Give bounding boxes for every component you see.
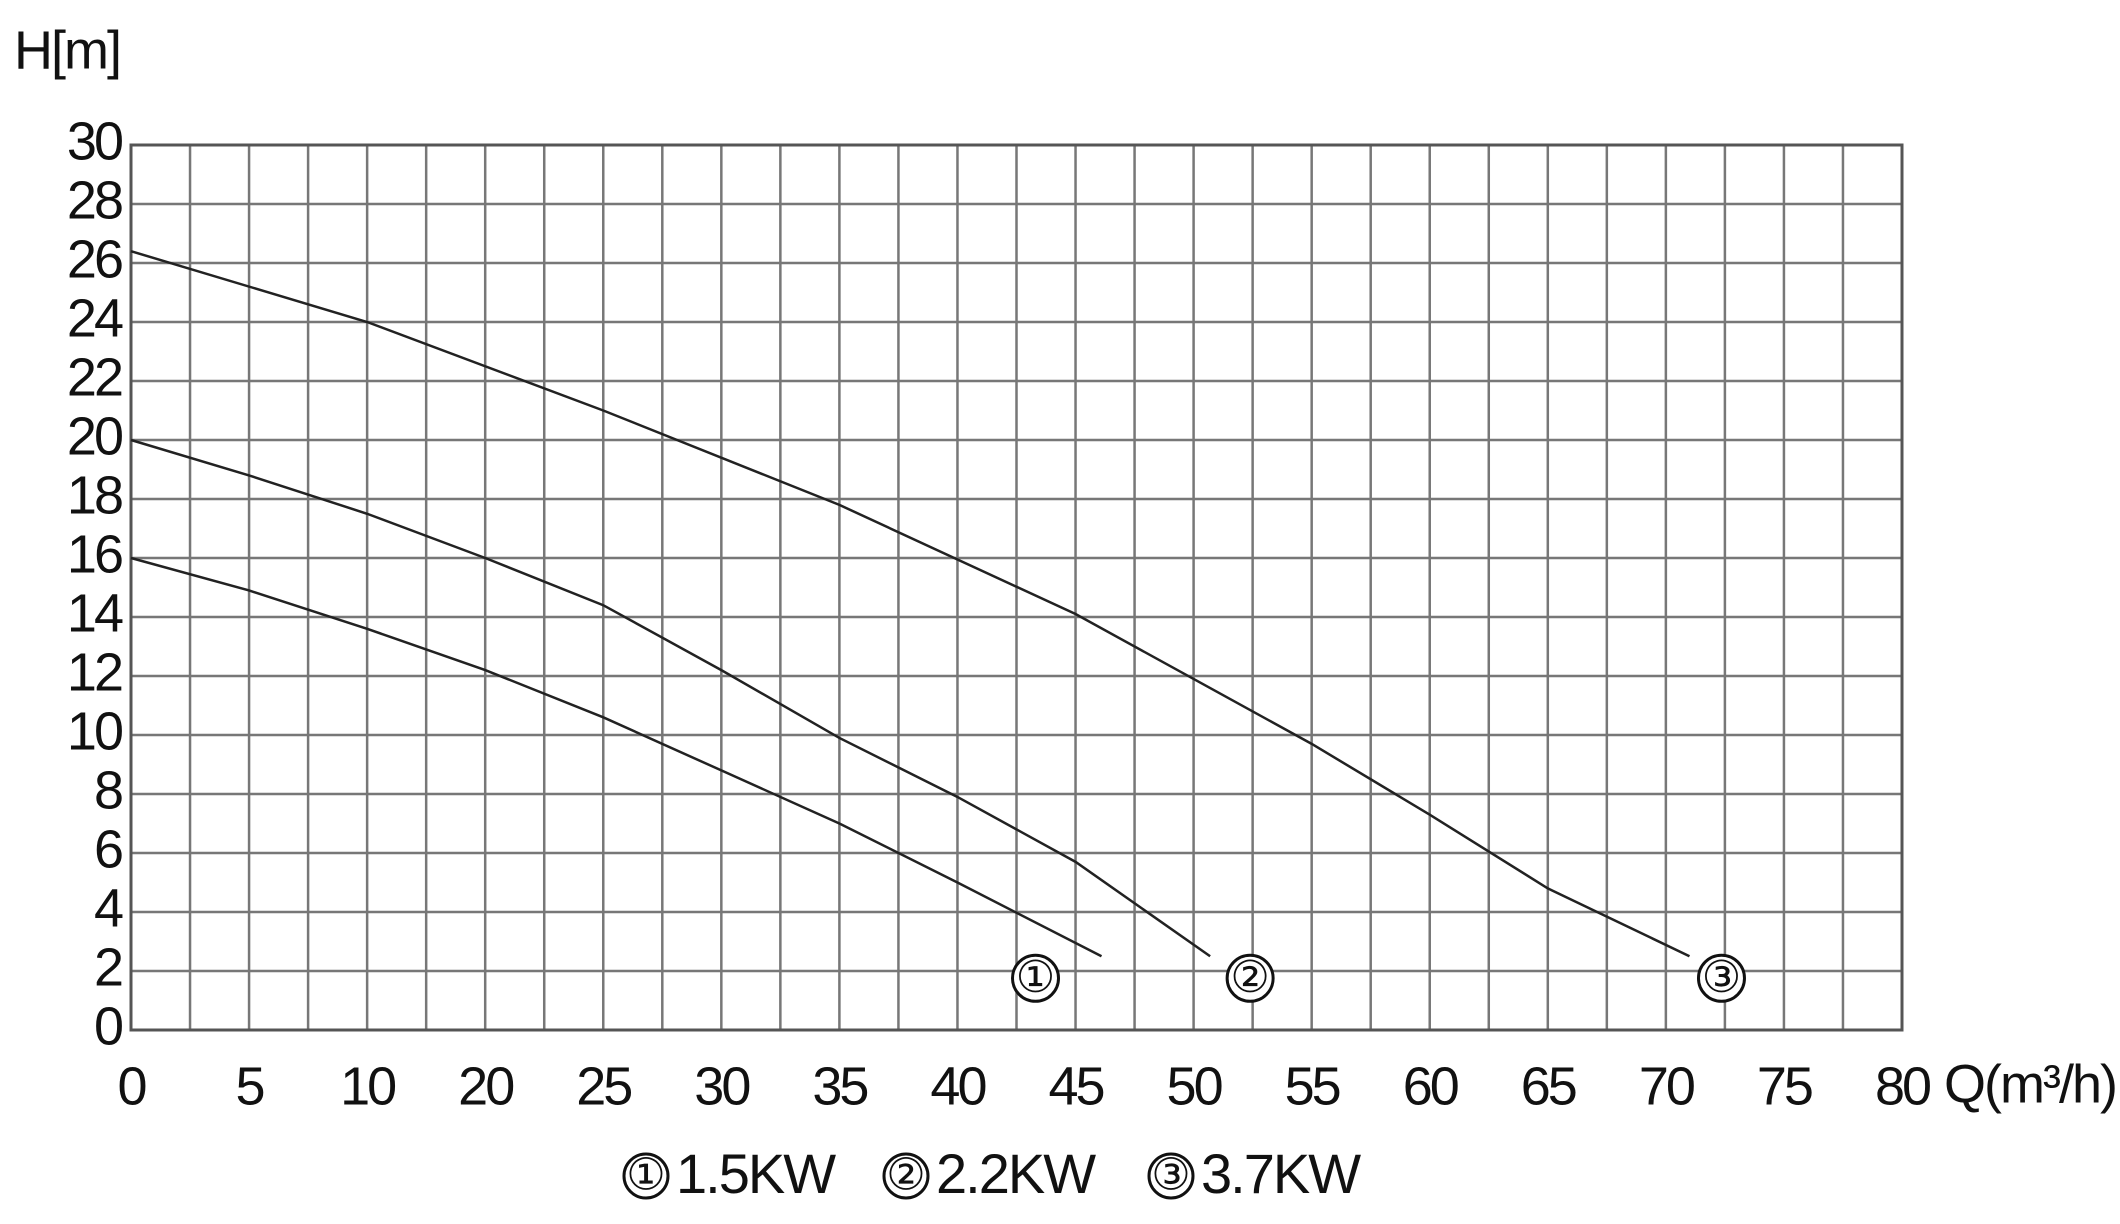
x-axis-title: Q(m³/h) bbox=[1944, 1054, 2116, 1114]
curve-label: ③ bbox=[1702, 953, 1741, 1002]
x-tick-label: 50 bbox=[1167, 1056, 1222, 1116]
legend-label: 1.5KW bbox=[676, 1142, 836, 1205]
legend-marker bbox=[622, 1152, 670, 1200]
y-tick-label: 22 bbox=[67, 347, 122, 407]
x-tick-label: 30 bbox=[694, 1056, 749, 1116]
y-tick-label: 26 bbox=[67, 229, 122, 289]
y-tick-label: 24 bbox=[67, 288, 123, 348]
x-tick-label: 65 bbox=[1521, 1056, 1576, 1116]
y-tick-label: 18 bbox=[67, 465, 122, 525]
y-tick-label: 8 bbox=[94, 760, 122, 820]
plot-frame bbox=[129, 143, 1904, 1032]
x-tick-label: 55 bbox=[1285, 1056, 1340, 1116]
curve bbox=[130, 556, 1103, 958]
x-tick-label: 45 bbox=[1048, 1056, 1103, 1116]
legend-symbol: ① bbox=[626, 1151, 665, 1200]
x-tick-label: 70 bbox=[1639, 1056, 1694, 1116]
y-tick-label: 14 bbox=[67, 583, 123, 643]
curve-label: ① bbox=[1016, 953, 1055, 1002]
x-tick-label: 40 bbox=[930, 1056, 985, 1116]
y-tick-label: 20 bbox=[67, 406, 122, 466]
legend-marker bbox=[1147, 1152, 1195, 1200]
curve bbox=[130, 438, 1211, 958]
x-tick-label: 35 bbox=[812, 1056, 867, 1116]
x-tick-label: 20 bbox=[458, 1056, 513, 1116]
curve bbox=[130, 250, 1691, 958]
y-tick-label: 0 bbox=[94, 996, 122, 1056]
y-tick-label: 28 bbox=[67, 170, 122, 230]
y-tick-label: 10 bbox=[67, 701, 122, 761]
curve-marker bbox=[1011, 953, 1061, 1003]
x-tick-label: 10 bbox=[340, 1056, 395, 1116]
y-tick-label: 2 bbox=[94, 937, 122, 997]
legend-symbol: ③ bbox=[1151, 1151, 1190, 1200]
x-tick-label: 5 bbox=[236, 1056, 264, 1116]
legend-symbol: ② bbox=[886, 1151, 925, 1200]
y-tick-label: 16 bbox=[67, 524, 122, 584]
curve-marker bbox=[1696, 953, 1746, 1003]
y-tick-label: 4 bbox=[94, 878, 123, 938]
curve-marker bbox=[1225, 953, 1275, 1003]
x-tick-label: 75 bbox=[1757, 1056, 1812, 1116]
legend-label: 2.2KW bbox=[936, 1142, 1096, 1205]
x-tick-label: 0 bbox=[117, 1056, 145, 1116]
x-tick-label: 60 bbox=[1403, 1056, 1458, 1116]
x-tick-label: 25 bbox=[576, 1056, 631, 1116]
y-tick-label: 12 bbox=[67, 642, 122, 702]
y-tick-label: 6 bbox=[94, 819, 122, 879]
y-axis-title: H[m] bbox=[14, 20, 120, 80]
curve-label: ② bbox=[1230, 953, 1269, 1002]
x-tick-label: 80 bbox=[1875, 1056, 1930, 1116]
legend-marker bbox=[882, 1152, 930, 1200]
legend-label: 3.7KW bbox=[1201, 1142, 1361, 1205]
y-tick-label: 30 bbox=[67, 111, 122, 171]
